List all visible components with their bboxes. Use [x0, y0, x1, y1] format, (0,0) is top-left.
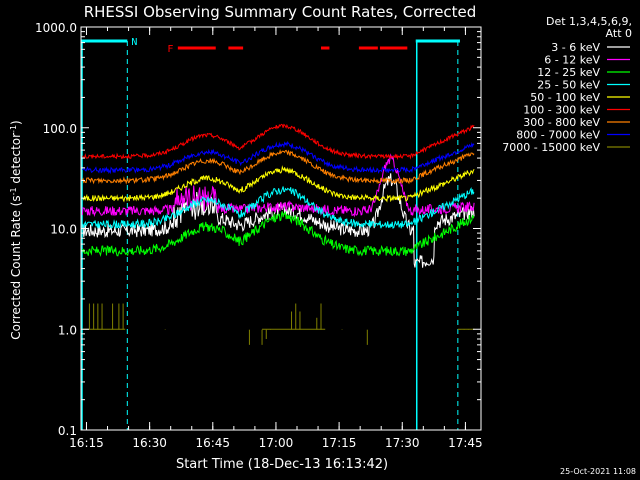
series-line-4: [81, 165, 475, 203]
x-tick-label: 17:00: [259, 436, 294, 450]
legend-entry-label: 300 - 800 keV: [523, 116, 600, 129]
x-tick-label: 17:45: [448, 436, 483, 450]
y-axis-label-mid: detector: [9, 133, 23, 188]
x-axis-label: Start Time (18-Dec-13 16:13:42): [176, 457, 388, 472]
series-line-1: [81, 153, 475, 218]
y-axis-label-end: ): [9, 120, 23, 125]
y-tick-label: 1.0: [58, 323, 77, 337]
y-tick-label: 1000.0: [35, 21, 77, 35]
plot-frame: [80, 26, 482, 431]
x-tick-label: 17:15: [322, 436, 357, 450]
series-line-5: [81, 123, 475, 161]
legend-header-line: Det 1,3,4,5,6,9,: [546, 15, 632, 28]
night-flag-label: N: [131, 37, 137, 48]
legend-header-line: Att 0: [606, 27, 632, 40]
series-line-2: [81, 211, 475, 258]
y-tick-label: 10.0: [50, 223, 77, 237]
series-line-7: [82, 140, 475, 175]
legend-entry-label: 25 - 50 keV: [537, 79, 600, 92]
x-tick-label: 16:45: [195, 436, 230, 450]
series-line-3: [82, 186, 475, 229]
axes-layer: 1000.0 100.0 10.0 1.0 0.116:15 16:30 16:45 17:0…: [35, 21, 483, 450]
legend-entry-label: 3 - 6 keV: [551, 41, 600, 54]
flag-layer: NF: [81, 37, 460, 430]
y-tick-label: 0.1: [58, 424, 77, 438]
series-layer: [81, 123, 475, 345]
legend-entry-label: 7000 - 15000 keV: [502, 141, 600, 154]
legend-entry-label: 100 - 300 keV: [523, 104, 600, 117]
legend-entry-label: 12 - 25 keV: [537, 66, 600, 79]
y-axis-label-sup1: -1: [9, 187, 18, 195]
series-line-6: [81, 148, 475, 185]
legend-entry-label: 800 - 7000 keV: [516, 129, 600, 142]
footer-timestamp: 25-Oct-2021 11:08: [560, 467, 636, 476]
legend-entry-label: 50 - 100 keV: [530, 91, 600, 104]
x-tick-label: 16:15: [69, 436, 104, 450]
x-tick-label: 17:30: [385, 436, 420, 450]
x-tick-label: 16:30: [132, 436, 167, 450]
legend-entry-label: 6 - 12 keV: [544, 54, 600, 67]
chart-title: RHESSI Observing Summary Count Rates, Co…: [84, 3, 477, 21]
y-tick-label: 100.0: [43, 122, 77, 136]
y-axis-label-sup2: -1: [9, 125, 18, 133]
flare-flag-label: F: [167, 44, 173, 55]
y-axis-label: Corrected Count Rate (s-1 detector-1): [9, 120, 24, 339]
y-axis-label-main: Corrected Count Rate (s: [9, 195, 23, 339]
